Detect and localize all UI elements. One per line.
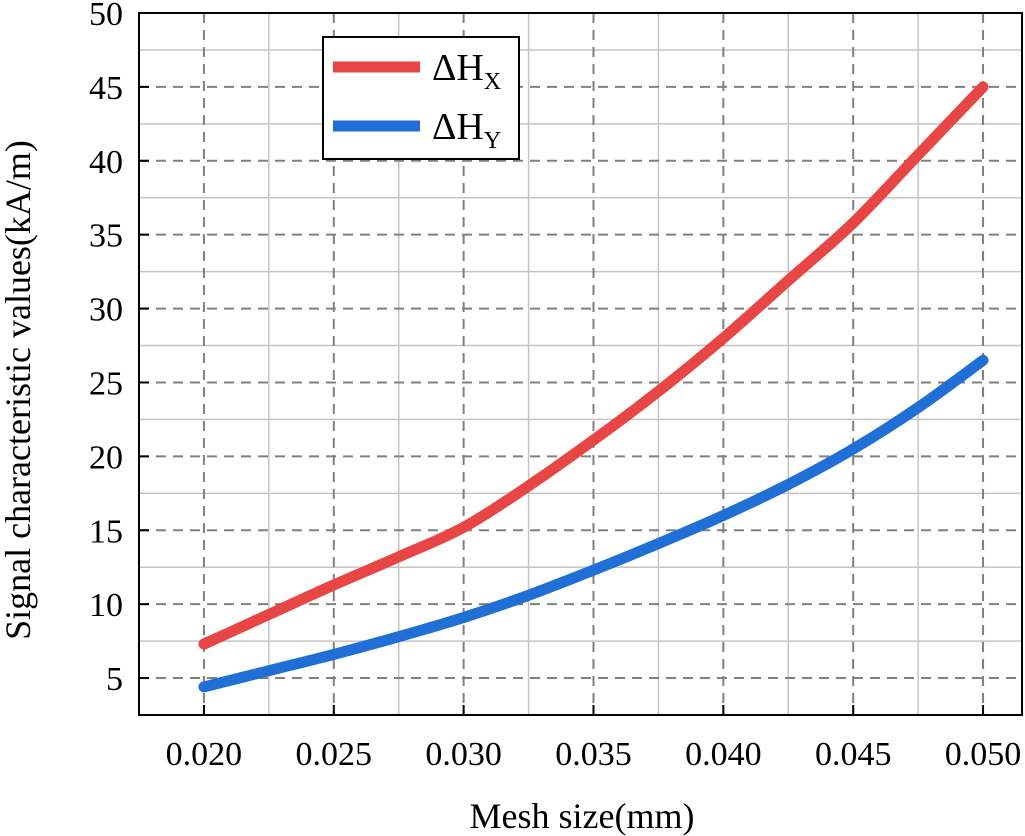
y-tick-label: 30 [89,292,123,329]
axis-ticks [139,12,985,715]
y-tick-label: 10 [89,587,123,624]
y-tick-label: 35 [89,218,123,255]
y-tick-label: 5 [106,661,123,698]
x-tick-label: 0.035 [555,736,632,773]
legend-label-hx-main: ΔH [432,47,484,89]
y-tick-label: 45 [89,70,123,107]
y-axis-title: Signal characteristic values(kA/m) [0,140,38,640]
legend-label-hx-sub: X [484,69,501,95]
y-tick-label: 40 [89,144,123,181]
legend-label-hy-sub: Y [484,128,501,154]
y-tick-label: 20 [89,439,123,476]
x-tick-labels: 0.020 0.025 0.030 0.035 0.040 0.045 0.050 [166,736,1022,773]
x-tick-label: 0.040 [685,736,762,773]
legend-label-hy-main: ΔH [432,106,484,148]
y-tick-label: 25 [89,365,123,402]
x-tick-label: 0.045 [815,736,892,773]
x-tick-label: 0.030 [425,736,502,773]
y-tick-label: 15 [89,513,123,550]
x-axis-title: Mesh size(mm) [470,796,695,836]
x-tick-label: 0.025 [296,736,373,773]
x-tick-label: 0.050 [945,736,1022,773]
y-tick-label: 50 [89,0,123,33]
legend: ΔHX ΔHY [322,36,520,160]
x-tick-label: 0.020 [166,736,243,773]
plot-frame [138,12,1023,716]
legend-label-hx: ΔHX [432,47,501,95]
legend-box [322,36,520,160]
y-tick-labels: 5 10 15 20 25 30 35 40 45 50 [89,0,123,698]
legend-label-hy: ΔHY [432,106,501,154]
grid [139,13,1022,715]
series-lines [198,81,989,693]
